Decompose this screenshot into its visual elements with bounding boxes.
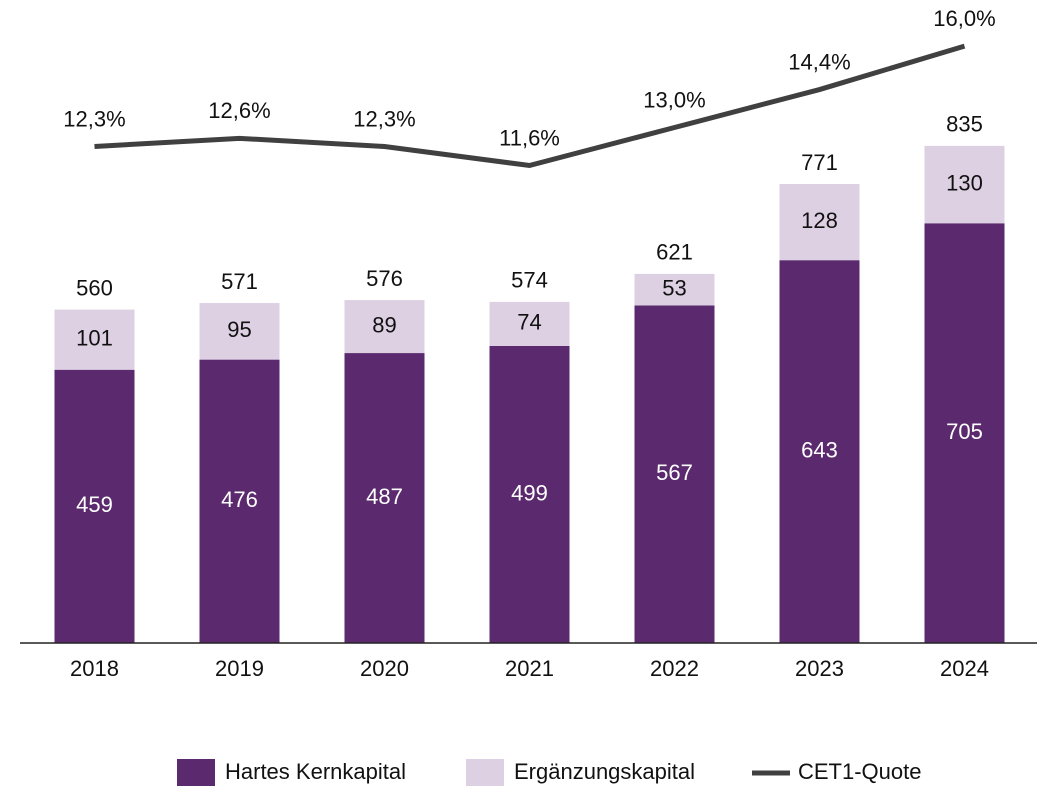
bar-segment bbox=[199, 359, 280, 643]
total-label: 621 bbox=[656, 240, 693, 265]
bar-segment bbox=[54, 369, 135, 643]
total-label: 771 bbox=[801, 150, 838, 175]
bar-segment bbox=[344, 300, 425, 354]
bar-segment bbox=[199, 303, 280, 360]
value-label: 74 bbox=[517, 310, 541, 335]
line-label: 11,6% bbox=[499, 125, 560, 150]
value-label: 643 bbox=[801, 437, 838, 462]
value-label: 705 bbox=[946, 419, 983, 444]
bar-segment bbox=[634, 305, 715, 643]
line-label: 14,4% bbox=[788, 49, 850, 74]
value-label: 53 bbox=[662, 275, 686, 300]
total-label: 574 bbox=[511, 268, 548, 293]
bar-segment bbox=[54, 309, 135, 370]
legend-label: Ergänzungskapital bbox=[514, 759, 695, 784]
line-label: 12,6% bbox=[208, 98, 270, 123]
bar-segment bbox=[344, 353, 425, 643]
bar-segment bbox=[634, 273, 715, 306]
line-label: 12,3% bbox=[63, 106, 125, 131]
x-tick-label: 2018 bbox=[70, 656, 119, 681]
line-label: 13,0% bbox=[643, 87, 705, 112]
value-label: 499 bbox=[511, 480, 548, 505]
x-tick-label: 2022 bbox=[650, 656, 699, 681]
bar-segment bbox=[489, 345, 570, 643]
line-label: 16,0% bbox=[933, 6, 995, 31]
total-label: 560 bbox=[76, 275, 113, 300]
legend-swatch bbox=[177, 759, 215, 786]
bar-segment bbox=[779, 183, 860, 261]
line-label: 12,3% bbox=[353, 106, 415, 131]
x-tick-label: 2023 bbox=[795, 656, 844, 681]
value-label: 95 bbox=[227, 317, 251, 342]
value-label: 487 bbox=[366, 484, 403, 509]
value-label: 459 bbox=[76, 492, 113, 517]
line bbox=[94, 43, 966, 169]
legend-label: CET1-Quote bbox=[798, 759, 922, 784]
bar-segment bbox=[779, 260, 860, 643]
bar-segment bbox=[924, 223, 1005, 643]
value-label: 567 bbox=[656, 460, 693, 485]
legend-swatch bbox=[466, 759, 504, 786]
bar-segment bbox=[489, 301, 570, 346]
legend-label: Hartes Kernkapital bbox=[225, 759, 406, 784]
x-tick-label: 2019 bbox=[215, 656, 264, 681]
bar-segment bbox=[924, 145, 1005, 224]
total-label: 576 bbox=[366, 266, 403, 291]
value-label: 101 bbox=[76, 325, 113, 350]
value-label: 89 bbox=[372, 312, 396, 337]
x-tick-label: 2024 bbox=[940, 656, 989, 681]
total-label: 835 bbox=[946, 112, 983, 137]
x-tick-label: 2020 bbox=[360, 656, 409, 681]
value-label: 130 bbox=[946, 170, 983, 195]
value-label: 128 bbox=[801, 208, 838, 233]
total-label: 571 bbox=[221, 269, 258, 294]
x-tick-label: 2021 bbox=[505, 656, 554, 681]
value-label: 476 bbox=[221, 487, 258, 512]
